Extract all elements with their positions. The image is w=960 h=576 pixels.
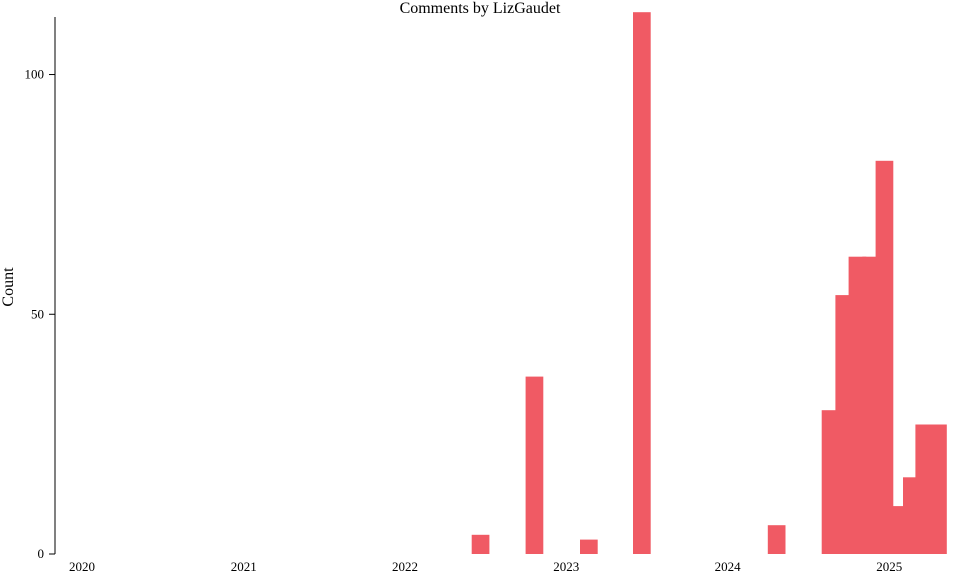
bar-3 (633, 12, 651, 554)
y-tick-label-0: 0 (38, 546, 45, 561)
x-tick-label-2024: 2024 (715, 559, 742, 574)
bar-5 (821, 410, 840, 554)
x-tick-label-2021: 2021 (231, 559, 257, 574)
x-ticks-group: 2020 2021 2022 2023 2024 2025 (69, 559, 902, 574)
x-tick-label-2023: 2023 (553, 559, 579, 574)
bar-9 (875, 160, 894, 555)
y-axis-label: Count (0, 267, 17, 307)
x-tick-label-2022: 2022 (392, 559, 418, 574)
x-tick-label-2025: 2025 (876, 559, 902, 574)
bar-12 (915, 424, 934, 554)
chart-title: Comments by LizGaudet (400, 0, 561, 17)
bars-group (471, 12, 947, 555)
y-tick-label-100: 100 (25, 67, 45, 82)
x-tick-label-2020: 2020 (69, 559, 95, 574)
y-tick-label-50: 50 (31, 306, 44, 321)
bar-13 (929, 424, 947, 554)
bar-4 (767, 525, 786, 554)
y-ticks-group: 0 50 100 (25, 67, 55, 561)
bar-2 (580, 539, 598, 554)
bar-7 (848, 256, 867, 554)
bar-8 (862, 256, 880, 554)
bar-1 (525, 376, 544, 554)
bar-0 (471, 534, 490, 554)
bar-10 (889, 506, 907, 554)
